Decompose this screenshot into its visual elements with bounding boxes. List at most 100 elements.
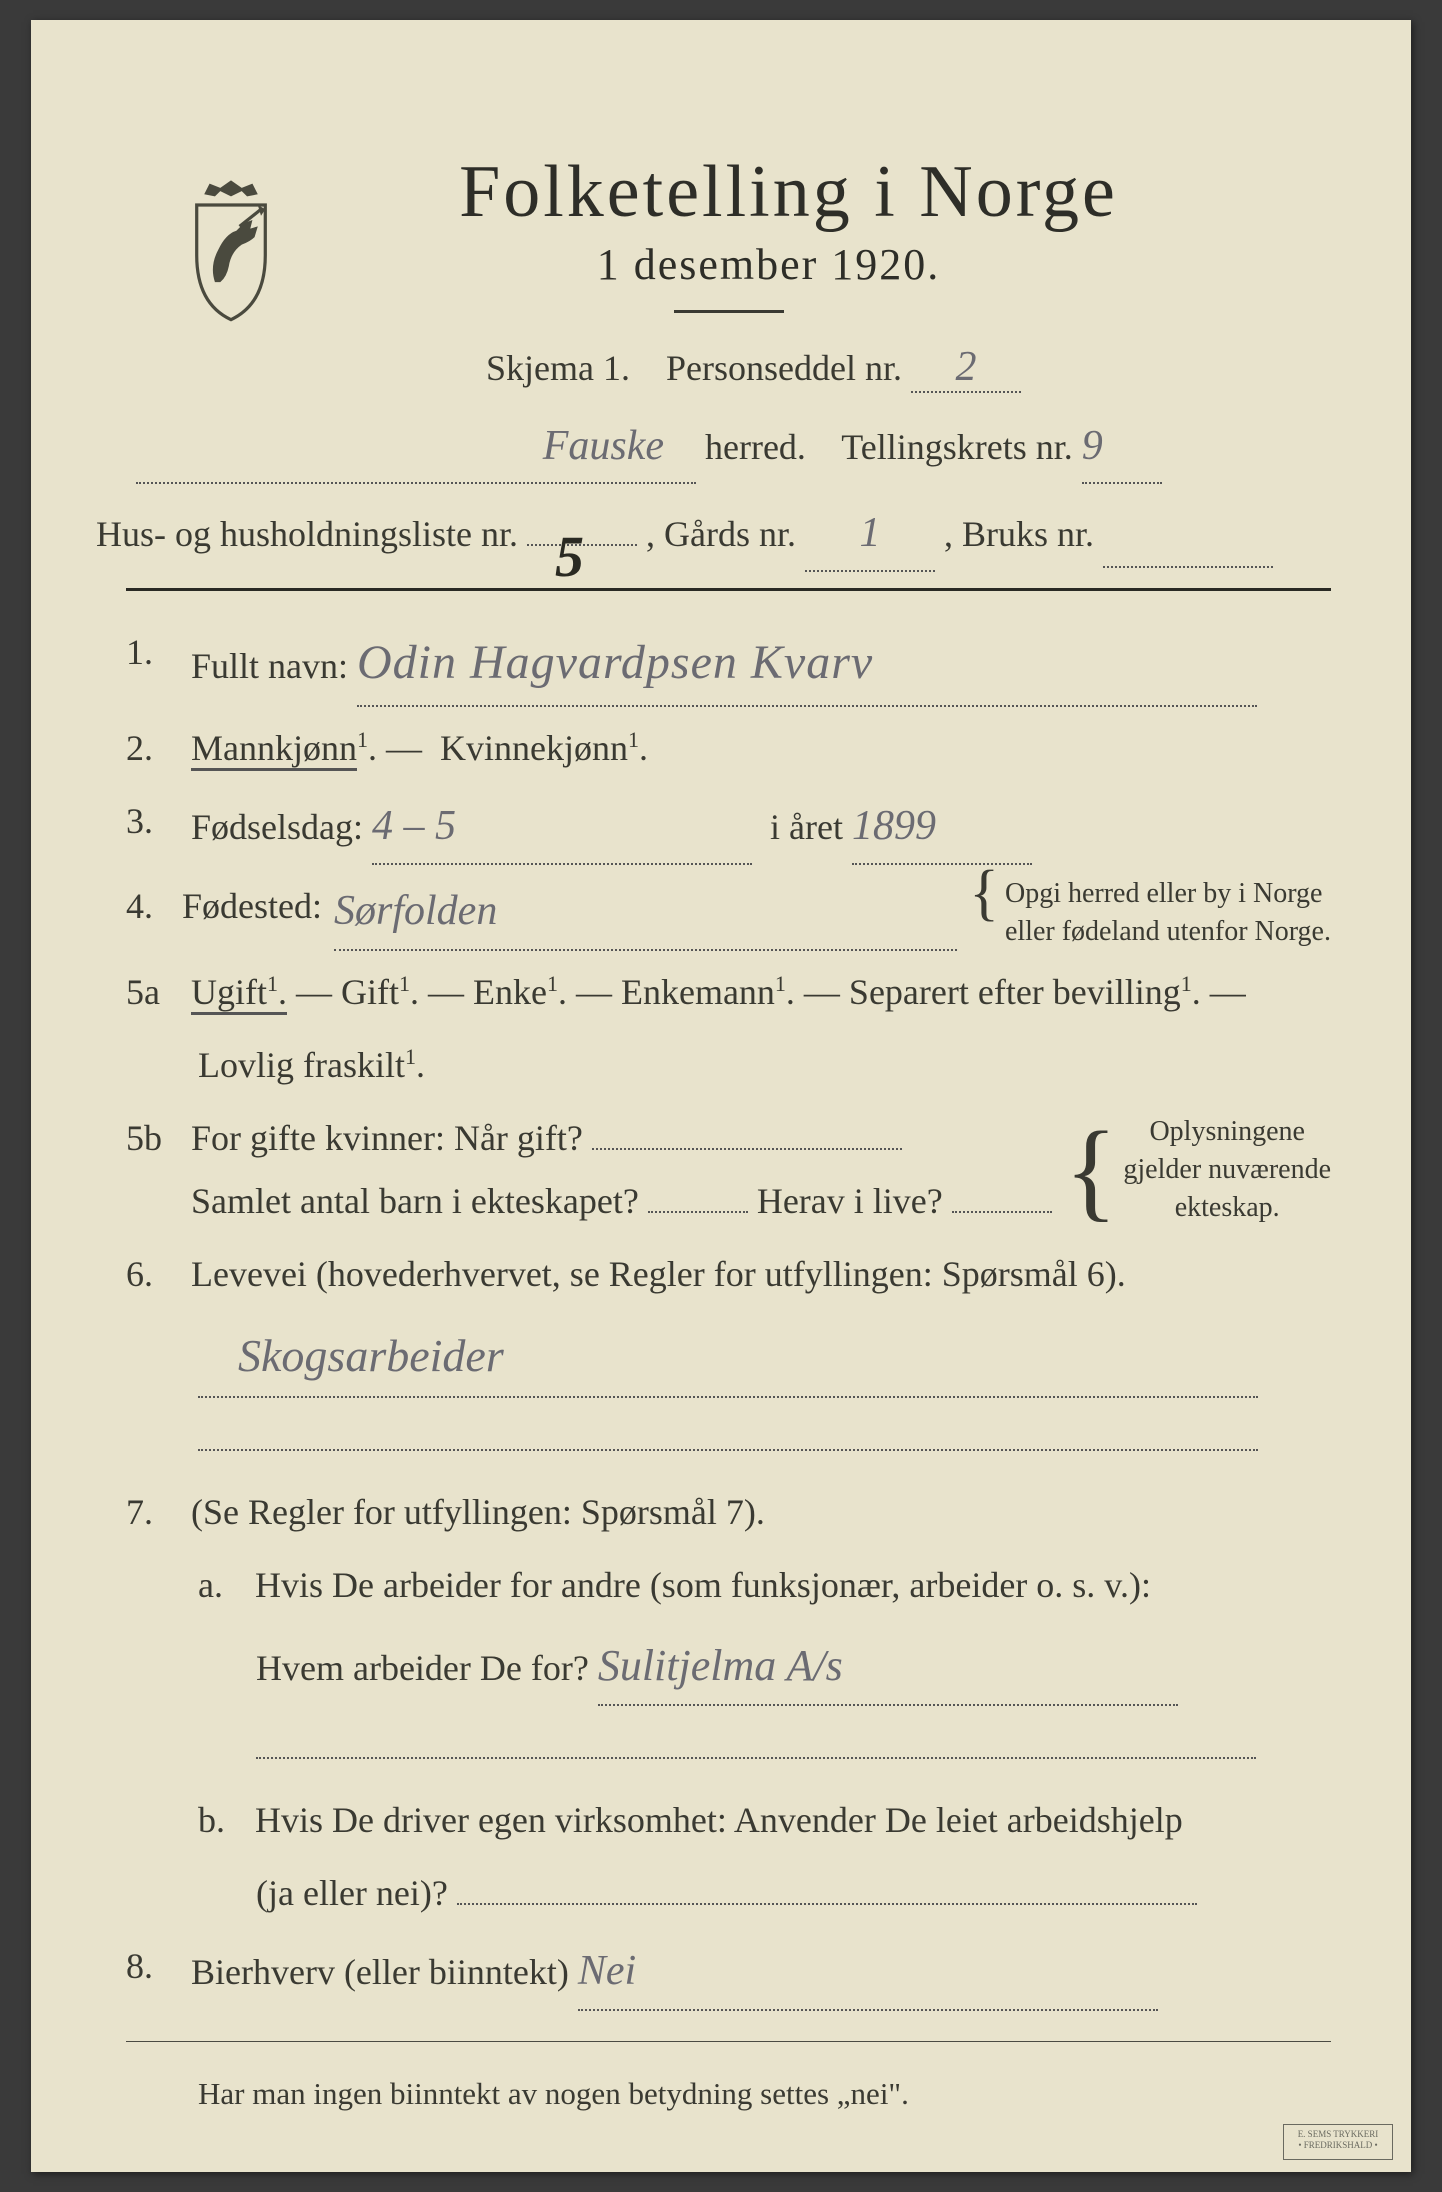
q5a-row2: Lovlig fraskilt1. [126,1034,1331,1097]
q7b-l1: Hvis De driver egen virksomhet: Anvender… [255,1800,1183,1840]
q7b-num: b. [198,1789,246,1852]
heavy-rule-1 [126,588,1331,591]
personseddel-nr-field: 2 [911,343,1021,393]
q7a-row: a. Hvis De arbeider for andre (som funks… [126,1554,1331,1617]
q6-value-row: Skogsarbeider [126,1316,1331,1399]
q5b-barn-field [648,1211,748,1213]
q5b-note1: Oplysningene [1149,1116,1305,1147]
census-date: 1 desember 1920. [126,239,1331,290]
q3-day-field: 4 – 5 [372,790,752,866]
main-title: Folketelling i Norge [126,150,1331,235]
q7b-row2: (ja eller nei)? [126,1862,1331,1925]
q1-value: Odin Hagvardpsen Kvarv [357,621,873,705]
gards-field: 1 [805,498,935,571]
husliste-value: 5 [555,508,584,607]
q6-label: Levevei (hovederhvervet, se Regler for u… [191,1254,1126,1294]
bruks-field [1103,504,1273,567]
q3-year-value: 1899 [852,790,936,864]
q1-field: Odin Hagvardpsen Kvarv [357,621,1257,707]
q5b-brace-icon: { [1065,1137,1118,1203]
q2-mannkjonn: Mannkjønn [191,728,357,771]
q4-note: Opgi herred eller by i Norge eller fødel… [1005,875,1331,951]
footer-rule [126,2041,1331,2042]
q7-num: 7. [126,1481,182,1544]
q7-label: (Se Regler for utfyllingen: Spørsmål 7). [191,1492,765,1532]
footer-note: Har man ingen biinntekt av nogen betydni… [126,2076,1331,2112]
personseddel-nr-value: 2 [955,343,976,391]
skjema-label: Skjema 1. [486,348,630,388]
q3-num: 3. [126,790,182,853]
q5a-opts2: Lovlig fraskilt1. [198,1045,425,1085]
q7a-row2: Hvem arbeider De for? Sulitjelma A/s [126,1627,1331,1706]
q5a-ugift: Ugift1. [191,972,287,1015]
q8-label: Bierhverv (eller biinntekt) [191,1952,569,1992]
q5a-num: 5a [126,961,182,1024]
skjema-line: Skjema 1. Personseddel nr. 2 [126,343,1331,393]
q5b-l1a: For gifte kvinner: Når gift? [191,1118,583,1158]
printer-stamp: E. SEMS TRYKKERI • FREDRIKSHALD • [1283,2124,1393,2160]
q4-num: 4. [126,875,182,938]
q7a-l1: Hvis De arbeider for andre (som funksjon… [255,1565,1151,1605]
q4-label: Fødested: [182,875,322,938]
husliste-line: Hus- og husholdningsliste nr. 5 , Gårds … [96,498,1331,571]
q7b-row: b. Hvis De driver egen virksomhet: Anven… [126,1789,1331,1852]
header: Folketelling i Norge 1 desember 1920. [126,150,1331,313]
q5b-gift-field [592,1148,902,1150]
q4-value: Sørfolden [334,875,497,949]
q5a-opts: Ugift1. — Gift1. — Enke1. — Enkemann1. —… [191,972,1246,1012]
q6-field: Skogsarbeider [198,1316,1258,1399]
stamp-l1: E. SEMS TRYKKERI [1298,2129,1379,2139]
q3-label: Fødselsdag: [191,807,363,847]
q2-sup1: 1 [357,727,368,752]
herred-value: Fauske [543,411,684,482]
q4-brace-icon: { [969,875,999,912]
q4-note1: Opgi herred eller by i Norge [1005,878,1323,909]
stamp-l2: • FREDRIKSHALD • [1298,2140,1377,2150]
q3-day-value: 4 – 5 [372,790,456,864]
q5b-row: 5b For gifte kvinner: Når gift? Samlet a… [126,1107,1331,1233]
q7a-field2 [256,1719,1256,1759]
q5b-l2a: Samlet antal barn i ekteskapet? [191,1181,639,1221]
q6-blank-row [126,1408,1331,1471]
q7a-value: Sulitjelma A/s [598,1627,843,1704]
census-form-page: Folketelling i Norge 1 desember 1920. Sk… [31,20,1411,2172]
q7-row: 7. (Se Regler for utfyllingen: Spørsmål … [126,1481,1331,1544]
q2-dash: . — [368,728,422,768]
q3-mid: i året [770,807,843,847]
herred-line: Fauske herred. Tellingskrets nr. 9 [126,411,1331,484]
q7b-l2: (ja eller nei)? [256,1873,448,1913]
q7a-l2: Hvem arbeider De for? [256,1648,589,1688]
q7a-blank [126,1716,1331,1779]
coat-of-arms-icon [176,175,286,325]
q4-note2: eller fødeland utenfor Norge. [1005,916,1331,947]
q1-num: 1. [126,621,182,684]
tellingskrets-value: 9 [1082,411,1103,482]
husliste-field: 5 [527,544,637,546]
q6-num: 6. [126,1243,182,1306]
q6-field2 [198,1411,1258,1451]
q1-row: 1. Fullt navn: Odin Hagvardpsen Kvarv [126,621,1331,707]
gards-value: 1 [860,498,881,569]
tellingskrets-label: Tellingskrets nr. [841,427,1072,467]
personseddel-label: Personseddel nr. [666,348,902,388]
q1-label: Fullt navn: [191,646,348,686]
q2-end: . [639,728,648,768]
q5b-note: Oplysningene gjelder nuværende ekteskap. [1123,1113,1331,1226]
q5a-row: 5a Ugift1. — Gift1. — Enke1. — Enkemann1… [126,961,1331,1024]
tellingskrets-field: 9 [1082,411,1162,484]
q8-field: Nei [578,1935,1158,2011]
q3-year-field: 1899 [852,790,1032,866]
husliste-label: Hus- og husholdningsliste nr. [96,514,518,554]
gards-label: , Gårds nr. [646,514,796,554]
q7a-num: a. [198,1554,246,1617]
q2-row: 2. Mannkjønn1. — Kvinnekjønn1. [126,717,1331,780]
herred-label: herred. [705,427,806,467]
q7a-field: Sulitjelma A/s [598,1627,1178,1706]
q2-num: 2. [126,717,182,780]
q4-row: 4. Fødested: Sørfolden { Opgi herred ell… [126,875,1331,951]
q5b-live-field [952,1211,1052,1213]
herred-field: Fauske [136,411,696,484]
q8-num: 8. [126,1935,182,1998]
q2-kvinnekjonn: Kvinnekjønn [440,728,628,768]
q6-value: Skogsarbeider [198,1316,504,1397]
